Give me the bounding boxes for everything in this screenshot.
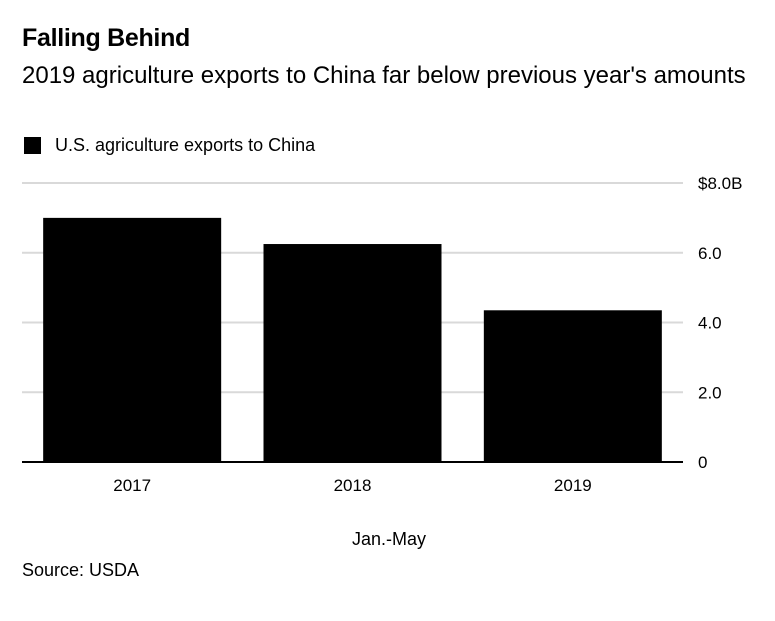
chart-subtitle: 2019 agriculture exports to China far be…	[22, 62, 746, 89]
y-tick-label: 4.0	[698, 314, 722, 333]
legend-label: U.S. agriculture exports to China	[55, 135, 316, 155]
x-tick-label: 2019	[554, 476, 592, 495]
bars	[22, 217, 683, 463]
y-tick-label: 6.0	[698, 244, 722, 263]
y-tick-label: $8.0B	[698, 174, 742, 193]
chart-title: Falling Behind	[22, 24, 191, 52]
bar-2018	[263, 244, 442, 462]
bar-2019	[483, 310, 662, 462]
y-tick-label: 0	[698, 453, 707, 472]
y-tick-label: 2.0	[698, 383, 722, 402]
x-axis-tick-labels: 2017 2018 2019	[113, 476, 591, 495]
bar-2017	[43, 217, 222, 462]
legend-swatch	[24, 137, 41, 154]
source-note: Source: USDA	[22, 560, 140, 580]
x-tick-label: 2018	[334, 476, 372, 495]
legend: U.S. agriculture exports to China	[24, 135, 315, 156]
x-axis-label: Jan.-May	[352, 529, 426, 549]
x-tick-label: 2017	[113, 476, 151, 495]
y-axis-tick-labels: 0 2.0 4.0 6.0 $8.0B	[698, 174, 742, 472]
